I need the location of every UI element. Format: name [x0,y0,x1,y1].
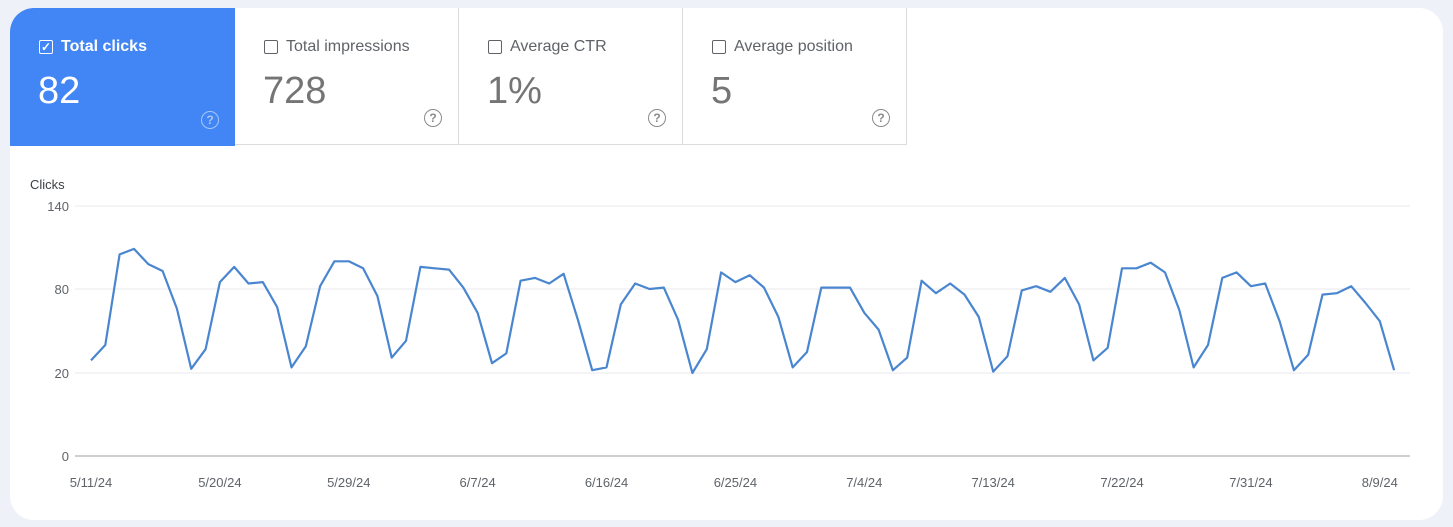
metric-tiles: ✓ Total clicks 82 ? Total impressions 72… [10,8,907,146]
x-tick-label: 7/4/24 [846,475,882,490]
help-icon[interactable]: ? [648,109,666,127]
metric-label: ✓ Total clicks [39,38,147,56]
x-tick-label: 5/11/24 [70,475,112,490]
metric-checkbox[interactable] [488,40,502,54]
metric-label-text: Total clicks [61,38,147,55]
metric-checkbox[interactable]: ✓ [39,40,53,54]
y-tick-label: 140 [47,199,69,214]
help-icon[interactable]: ? [201,111,219,129]
metric-value: 82 [38,70,81,112]
metric-label-text: Average CTR [510,38,607,55]
x-tick-label: 7/13/24 [971,475,1014,490]
metric-label: Average position [712,38,853,56]
clicks-series-line [90,247,1396,375]
metric-checkbox[interactable] [712,40,726,54]
metric-tile-total-impressions[interactable]: Total impressions 728 ? [235,8,459,145]
x-tick-label: 6/16/24 [585,475,628,490]
performance-card: ✓ Total clicks 82 ? Total impressions 72… [10,8,1443,520]
help-icon[interactable]: ? [872,109,890,127]
help-icon[interactable]: ? [424,109,442,127]
metric-value: 5 [711,70,733,112]
y-tick-label: 80 [55,282,69,297]
y-tick-label: 20 [55,366,69,381]
metric-value: 728 [263,70,327,112]
y-axis-title: Clicks [30,177,65,192]
x-tick-label: 5/29/24 [327,475,370,490]
y-tick-label: 0 [62,449,69,464]
metric-tile-average-ctr[interactable]: Average CTR 1% ? [459,8,683,145]
x-tick-label: 8/9/24 [1362,475,1398,490]
x-tick-label: 7/31/24 [1229,475,1272,490]
metric-label: Average CTR [488,38,607,56]
metric-tile-average-position[interactable]: Average position 5 ? [683,8,907,145]
metric-checkbox[interactable] [264,40,278,54]
metric-label-text: Average position [734,38,853,55]
metric-value: 1% [487,70,542,112]
metric-label-text: Total impressions [286,38,410,55]
x-tick-label: 7/22/24 [1100,475,1143,490]
x-tick-label: 6/7/24 [460,475,496,490]
x-tick-label: 5/20/24 [198,475,241,490]
x-tick-label: 6/25/24 [714,475,757,490]
metric-label: Total impressions [264,38,410,56]
metric-tile-total-clicks[interactable]: ✓ Total clicks 82 ? [10,8,235,146]
